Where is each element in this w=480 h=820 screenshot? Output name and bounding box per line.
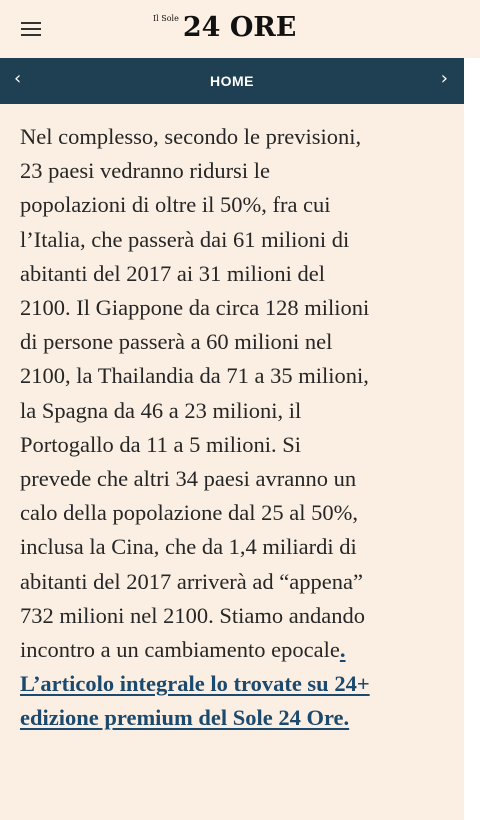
article-line: 23 paesi vedranno ridursi le bbox=[20, 158, 270, 184]
logo[interactable]: Il Sole 24 ORE bbox=[153, 12, 296, 48]
section-nav-bar: ‹ HOME › bbox=[0, 58, 464, 104]
inline-link-period[interactable]: . bbox=[339, 637, 346, 663]
logo-small-text: Il Sole bbox=[153, 14, 179, 23]
article-line: 2100, la Thailandia da 71 a 35 milioni, bbox=[20, 363, 369, 389]
article-line: calo della popolazione dal 25 al 50%, bbox=[20, 500, 359, 526]
article-line: di persone passerà a 60 milioni nel bbox=[20, 329, 333, 355]
top-bar: Il Sole 24 ORE bbox=[0, 0, 480, 58]
chevron-left-icon[interactable]: ‹ bbox=[14, 68, 22, 89]
right-edge bbox=[464, 58, 480, 820]
article-line: l’Italia, che passerà dai 61 milioni di bbox=[20, 226, 350, 252]
premium-article-link[interactable]: L’articolo integrale lo trovate su 24+ bbox=[20, 671, 370, 697]
article-line: prevede che altri 34 paesi avranno un bbox=[20, 466, 357, 492]
article-line: popolazioni di oltre il 50%, fra cui bbox=[20, 192, 331, 218]
article-line: 2100. Il Giappone da circa 128 milioni bbox=[20, 295, 370, 321]
section-title[interactable]: HOME bbox=[210, 73, 254, 89]
article-line: abitanti del 2017 ai 31 milioni del bbox=[20, 260, 325, 286]
article-body: Nel complesso, secondo le previsioni, 23… bbox=[20, 120, 450, 736]
article-line: Nel complesso, secondo le previsioni, bbox=[20, 124, 362, 149]
article-line: inclusa la Cina, che da 1,4 miliardi di bbox=[20, 534, 357, 560]
logo-big-text: 24 ORE bbox=[182, 12, 297, 43]
article-line-text: incontro a un cambiamento epocale bbox=[20, 637, 340, 663]
article-line: 732 milioni nel 2100. Stiamo andando bbox=[20, 602, 365, 628]
article-line: Portogallo da 11 a 5 milioni. Si bbox=[20, 431, 302, 457]
article-line-last: incontro a un cambiamento epocale. bbox=[20, 633, 450, 667]
chevron-right-icon[interactable]: › bbox=[440, 68, 448, 89]
article-line: abitanti del 2017 arriverà ad “appena” bbox=[20, 568, 363, 594]
article-line: la Spagna da 46 a 23 milioni, il bbox=[20, 397, 302, 423]
premium-article-link-2[interactable]: edizione premium del Sole 24 Ore. bbox=[20, 705, 350, 731]
menu-icon[interactable] bbox=[21, 22, 41, 36]
